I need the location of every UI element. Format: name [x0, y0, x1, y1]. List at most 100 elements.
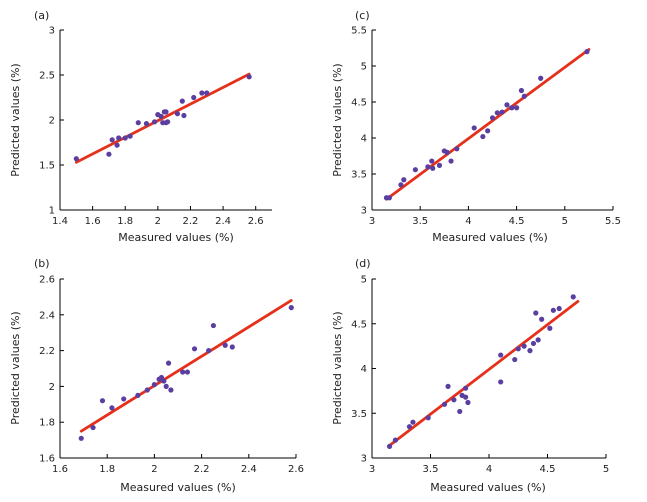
panel-c-data-point: [518, 87, 525, 94]
panel-a-data-point: [191, 94, 197, 101]
panel-b-points: [78, 305, 294, 441]
panel-d-label: (d): [355, 257, 371, 270]
panel-b-ytick-label: 2.2: [39, 346, 55, 357]
panel-a: (a) 1.4 1.6 1.8 2 2.2 2.4 2.6 1 1.5 2 2.5 3 Measure…: [9, 9, 272, 244]
panel-a-ticks: 1.4 1.6 1.8 2 2.2 2.4 2.6 1 1.5 2 2.5 3: [39, 26, 264, 228]
panel-b-data-point: [229, 344, 235, 350]
panel-d-data-point: [463, 394, 469, 400]
panel-a-ytick-label: 1: [49, 206, 55, 217]
panel-b-data-point: [161, 378, 167, 384]
panel-b-fit-line: [79, 299, 293, 433]
panel-d-xtick-label: 4.5: [540, 464, 556, 475]
panel-c-xtick-label: 5: [562, 216, 568, 227]
panel-a-xtick-label: 2: [155, 216, 161, 227]
panel-d-data-point: [465, 399, 471, 406]
panel-b-xlabel: Measured values (%): [120, 481, 236, 494]
panel-d-data-point: [451, 397, 457, 403]
panel-d-xtick-label: 3: [369, 464, 375, 475]
panel-a-xtick-label: 1.6: [85, 216, 101, 227]
panel-d-data-point: [533, 310, 539, 316]
panel-c-xtick-label: 3: [369, 216, 375, 227]
panel-b-data-point: [90, 424, 96, 431]
panel-c-ytick-label: 4: [361, 134, 367, 145]
panel-c-xtick-label: 3.5: [412, 216, 428, 227]
panel-b-xtick-label: 1.8: [99, 464, 115, 475]
panel-b-ytick-label: 2.4: [39, 310, 55, 321]
panel-b-data-point: [168, 387, 174, 393]
panel-d-xlabel: Measured values (%): [430, 481, 546, 494]
panel-a-xtick-label: 2.4: [215, 216, 231, 227]
panel-a-ytick-label: 2: [49, 116, 55, 127]
panel-a-ytick-label: 2.5: [39, 71, 55, 82]
panel-a-data-point: [127, 133, 133, 139]
panel-a-points: [73, 74, 252, 162]
panel-c-ytick-label: 4.5: [351, 98, 367, 109]
panel-c-ytick-label: 3.5: [351, 170, 367, 181]
panel-c-data-point: [398, 182, 404, 188]
panel-c-data-point: [521, 93, 527, 99]
panel-d-xtick-label: 4: [486, 464, 492, 475]
panel-d: (d) 3 3.5 4 4.5 5 3 3.5 4 4.5 5 Measured values (…: [331, 257, 609, 494]
panel-d-ytick-label: 5: [361, 275, 367, 286]
panel-a-data-point: [122, 135, 128, 141]
panel-a-data-point: [106, 151, 112, 157]
panel-c-data-point: [429, 158, 435, 164]
panel-d-data-point: [498, 379, 504, 385]
panel-b-data-point: [151, 382, 157, 388]
panel-c-ytick-label: 3: [361, 206, 367, 217]
panel-b-data-point: [78, 435, 84, 441]
panel-d-data-point: [392, 437, 398, 443]
panel-d-data-point: [527, 348, 533, 354]
panel-b-xtick-label: 1.6: [52, 464, 68, 475]
panel-a-data-point: [179, 98, 185, 104]
panel-c-data-point: [504, 102, 510, 108]
panel-a-xtick-label: 2.6: [248, 216, 264, 227]
panel-b-data-point: [288, 305, 294, 311]
panel-b-data-point: [222, 342, 228, 348]
panel-d-data-point: [457, 408, 463, 415]
panel-a-data-point: [163, 109, 169, 115]
panel-c-ticks: 3 3.5 4 4.5 5 5.5 3 3.5 4 4.5 5 5.5: [351, 26, 621, 228]
panel-d-data-point: [425, 415, 431, 421]
panel-d-data-point: [521, 343, 527, 349]
panel-b-data-point: [121, 396, 127, 402]
panel-b-data-point: [99, 398, 106, 404]
panel-d-ytick-label: 3: [361, 454, 367, 465]
panel-a-ylabel: Predicted values (%): [9, 63, 22, 176]
panel-b: (b) 1.6 1.8 2 2.2 2.4 2.6 1.6 1.8 2 2.2 2.4 2.6 Mea…: [9, 257, 304, 494]
panel-c-data-point: [509, 105, 515, 111]
panel-a-xlabel: Measured values (%): [118, 231, 234, 244]
panel-b-data-point: [180, 369, 186, 375]
panel-b-data-point: [109, 405, 115, 411]
panel-c-xlabel: Measured values (%): [432, 231, 548, 244]
panel-c-data-point: [584, 49, 590, 55]
panel-d-data-point: [570, 294, 576, 300]
panel-d-ytick-label: 3.5: [351, 409, 367, 420]
panel-d-data-point: [550, 307, 556, 313]
panel-d-ytick-label: 4: [361, 364, 367, 375]
panel-a-xtick-label: 1.4: [52, 216, 68, 227]
panel-c-data-point: [538, 75, 544, 81]
panel-d-points: [386, 294, 576, 449]
panel-b-data-point: [165, 360, 172, 366]
panel-a-data-point: [135, 120, 141, 126]
panel-b-ytick-label: 1.6: [39, 454, 55, 465]
panel-c-data-point: [386, 195, 392, 201]
panel-a-label: (a): [34, 9, 49, 22]
panel-c-fit-line: [385, 48, 591, 201]
panel-c-ytick-label: 5: [361, 62, 367, 73]
panel-d-data-point: [406, 424, 413, 430]
panel-c-points: [383, 49, 590, 201]
panel-b-label: (b): [34, 257, 50, 270]
panel-b-ylabel: Predicted values (%): [9, 311, 22, 424]
panel-c-data-point: [494, 110, 500, 116]
panel-a-data-point: [116, 135, 122, 141]
panel-b-data-point: [135, 392, 141, 398]
panel-a-data-point: [158, 113, 164, 119]
panel-d-data-point: [547, 325, 553, 331]
panel-c: (c) 3 3.5 4 4.5 5 5.5 3 3.5 4 4.5 5 5.5 Measured va…: [331, 9, 621, 244]
panel-a-data-point: [73, 156, 79, 162]
panel-b-ytick-label: 2.6: [39, 275, 55, 286]
panel-d-ytick-label: 4.5: [351, 319, 367, 330]
panel-b-data-point: [144, 387, 150, 393]
